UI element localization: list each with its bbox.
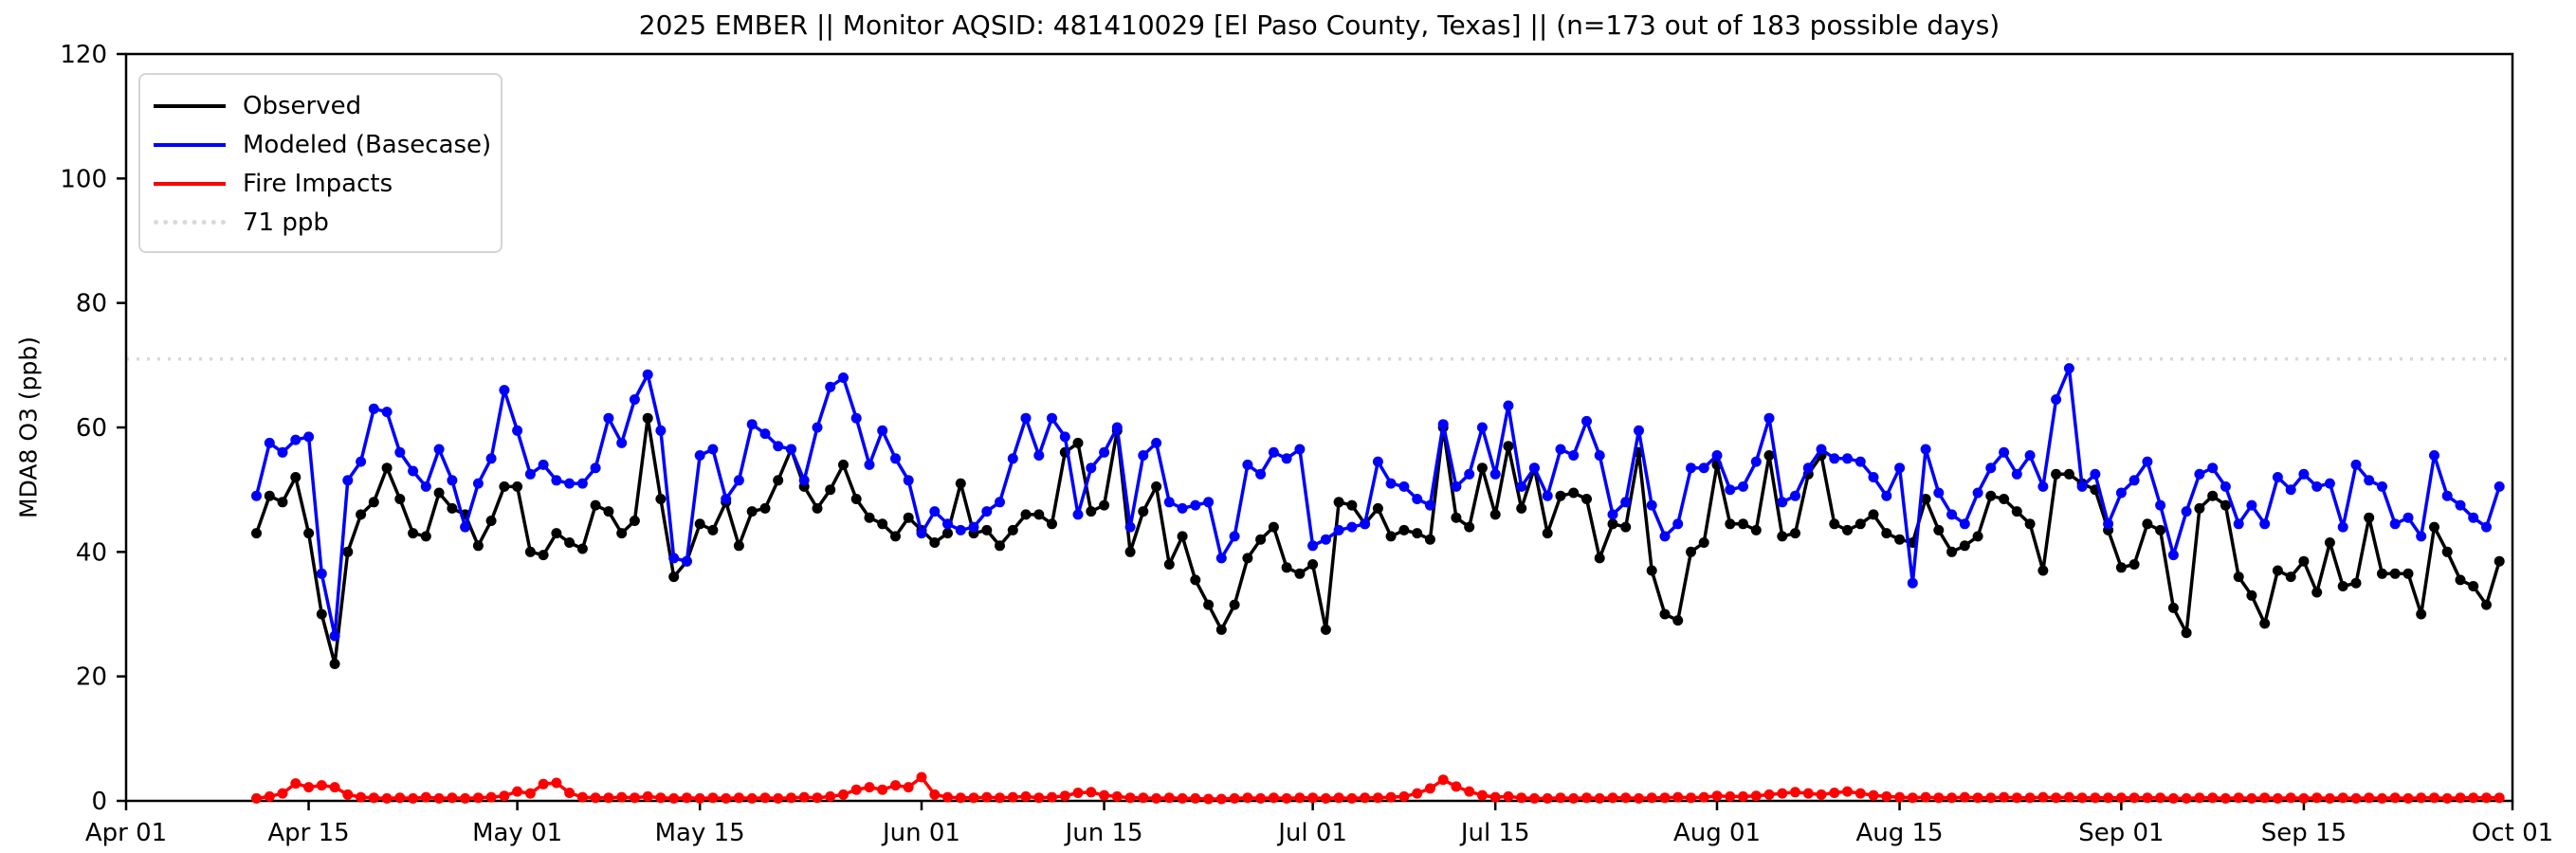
legend-label: Modeled (Basecase) [243, 130, 492, 159]
modeled-line-sample [154, 142, 226, 147]
svg-text:Apr 01: Apr 01 [85, 819, 167, 847]
svg-text:Jul 01: Jul 01 [1276, 819, 1347, 847]
svg-text:May 15: May 15 [655, 819, 745, 847]
observed-line-sample [154, 103, 226, 108]
legend-item-fire-impacts: Fire Impacts [154, 164, 487, 203]
legend-label: Fire Impacts [243, 169, 393, 198]
svg-text:Jun 01: Jun 01 [881, 819, 960, 847]
svg-text:40: 40 [76, 538, 107, 567]
legend-box: Observed Modeled (Basecase) Fire Impacts… [138, 73, 502, 253]
legend-label: Observed [243, 91, 362, 120]
svg-text:Sep 15: Sep 15 [2261, 819, 2347, 847]
legend-label: 71 ppb [243, 208, 329, 237]
threshold-line-sample [154, 220, 226, 225]
legend-item-modeled: Modeled (Basecase) [154, 125, 491, 164]
svg-text:Aug 01: Aug 01 [1673, 819, 1761, 847]
svg-text:Jul 15: Jul 15 [1459, 819, 1530, 847]
svg-text:Jun 15: Jun 15 [1064, 819, 1143, 847]
svg-text:80: 80 [76, 290, 107, 318]
svg-text:60: 60 [76, 414, 107, 443]
svg-text:May 01: May 01 [472, 819, 562, 847]
svg-text:120: 120 [60, 41, 107, 69]
legend-item-observed: Observed [154, 86, 487, 125]
svg-text:20: 20 [76, 663, 107, 692]
svg-text:Oct 01: Oct 01 [2472, 819, 2553, 847]
svg-text:Apr 15: Apr 15 [267, 819, 349, 847]
chart-title: 2025 EMBER || Monitor AQSID: 481410029 [… [638, 9, 2001, 41]
svg-text:Aug 15: Aug 15 [1855, 819, 1943, 847]
svg-text:100: 100 [60, 165, 107, 193]
svg-text:Sep 01: Sep 01 [2078, 819, 2164, 847]
legend-item-threshold: 71 ppb [154, 203, 487, 242]
y-axis-label: MDA8 O3 (ppb) [14, 336, 43, 518]
fire-impacts-line-sample [154, 181, 226, 186]
svg-text:0: 0 [91, 788, 107, 816]
